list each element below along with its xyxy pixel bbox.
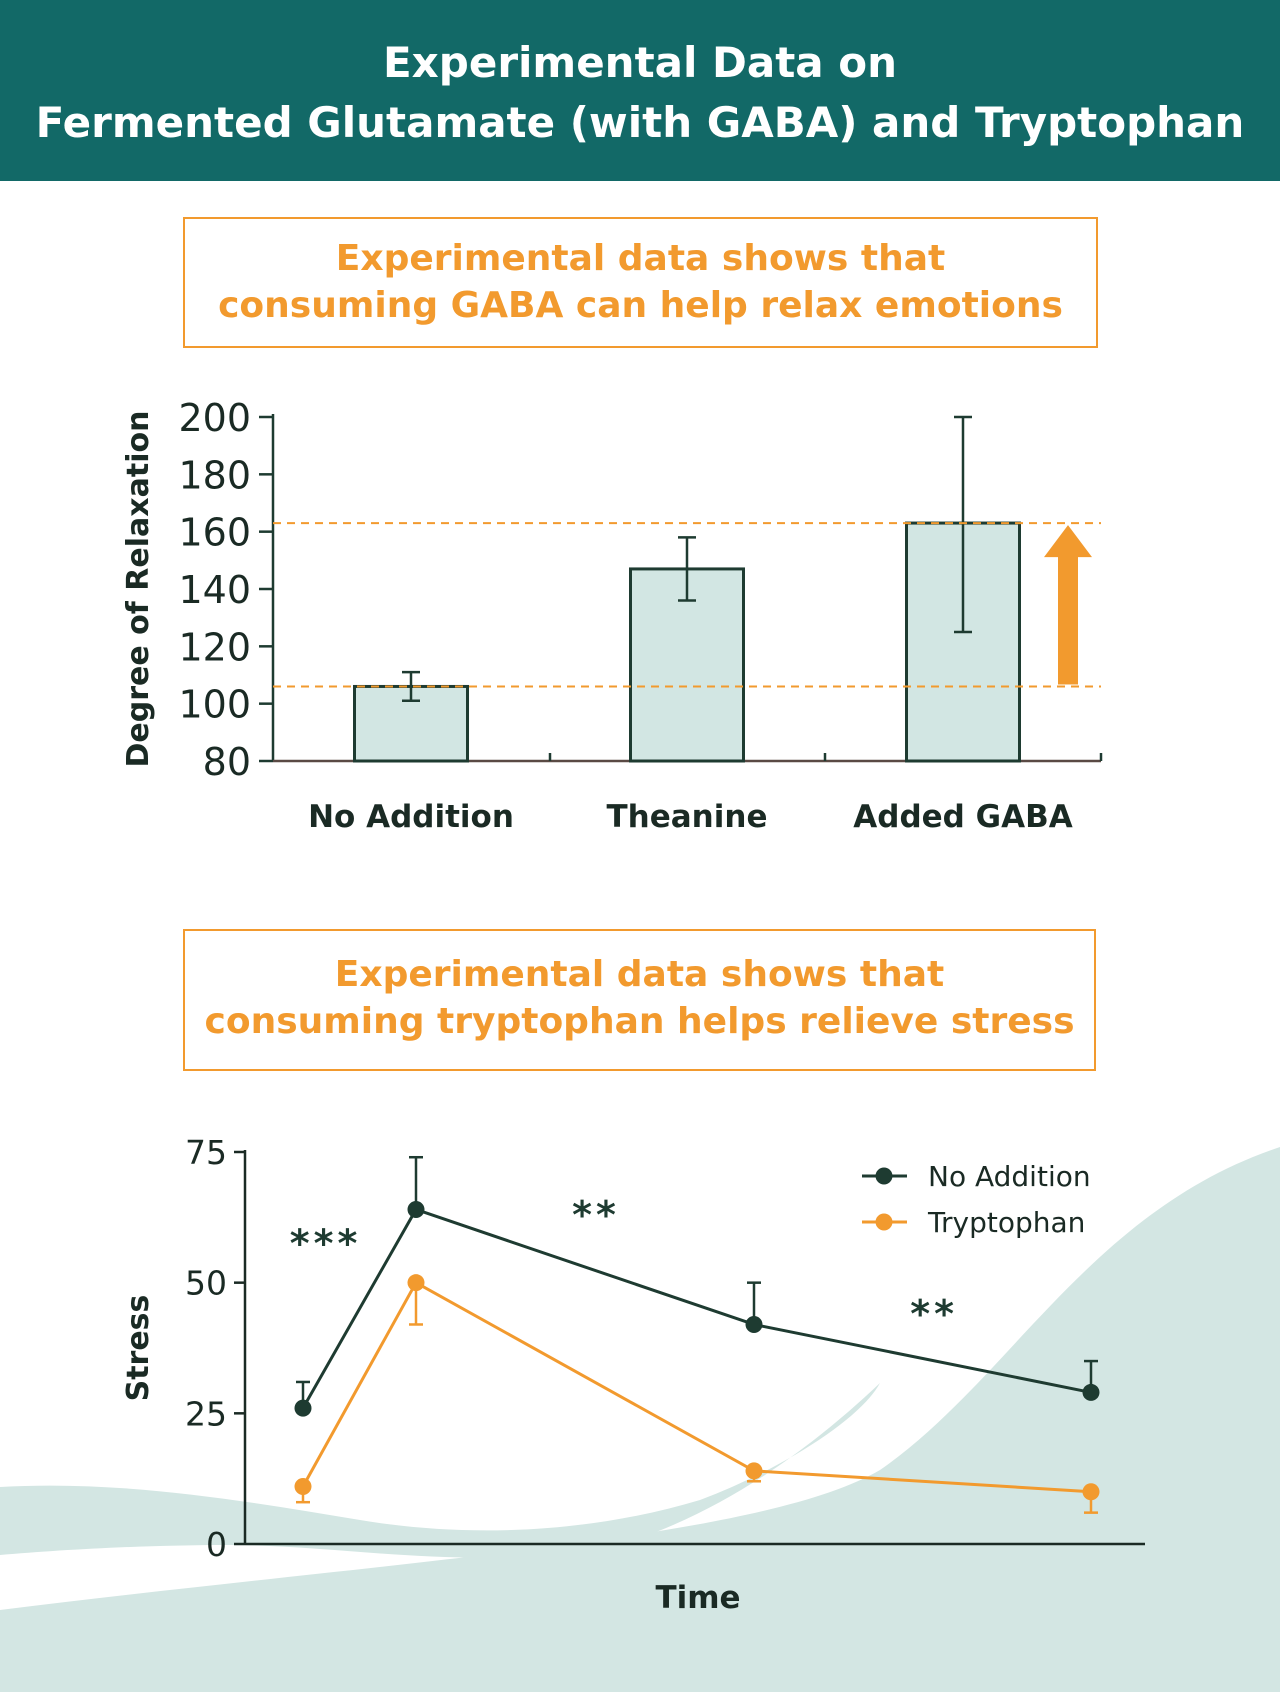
category-label-theanine: Theanine	[607, 799, 768, 835]
page-title-line2: Fermented Glutamate (with GABA) and Tryp…	[35, 98, 1245, 147]
y-tick-label-120: 120	[178, 625, 251, 669]
category-label-no-addition: No Addition	[308, 799, 514, 835]
data-point-no-addition	[1082, 1383, 1100, 1401]
y-tick-label-180: 180	[178, 453, 251, 497]
significance-marker-1: ***	[290, 1222, 362, 1266]
y-tick-label-25: 25	[185, 1394, 227, 1433]
y-tick-label-140: 140	[178, 568, 251, 612]
header-banner: Experimental Data on Fermented Glutamate…	[0, 0, 1280, 181]
y-tick-label-200: 200	[178, 396, 251, 440]
relaxation-bar-chart: 80 100 120 140 160 180 200 No Addition Theanine A…	[121, 396, 1103, 835]
significance-marker-3: **	[910, 1292, 958, 1336]
y-tick-label-75: 75	[185, 1133, 227, 1172]
y-axis-title: Degree of Relaxation	[121, 411, 156, 768]
data-point-tryptophan	[407, 1274, 425, 1292]
up-arrow-head	[1044, 525, 1092, 558]
series-line-no-addition	[301, 1207, 1092, 1409]
y-tick-label-50: 50	[185, 1264, 227, 1303]
wave-shape-left	[0, 1383, 880, 1558]
wave-shape-right	[0, 1147, 1280, 1692]
gaba-callout-line2: consuming GABA can help relax emotions	[218, 285, 1063, 326]
y-tick-label-80: 80	[203, 740, 251, 784]
significance-marker-2: **	[572, 1193, 620, 1237]
legend-label-no-addition: No Addition	[928, 1160, 1091, 1193]
data-point-no-addition	[407, 1200, 425, 1218]
page-title-line1: Experimental Data on	[382, 38, 898, 87]
x-axis-title: Time	[655, 1580, 740, 1616]
y-tick-label-100: 100	[178, 683, 251, 727]
legend-label-tryptophan: Tryptophan	[927, 1206, 1085, 1239]
data-point-tryptophan	[1082, 1483, 1100, 1501]
y-tick-label-0: 0	[206, 1525, 227, 1564]
data-point-tryptophan	[745, 1462, 763, 1480]
category-label-added-gaba: Added GABA	[853, 799, 1072, 835]
gaba-callout-line1: Experimental data shows that	[335, 238, 946, 279]
legend-swatch-dot-no-addition	[875, 1167, 893, 1185]
y-tick-label-160: 160	[178, 511, 251, 555]
tryptophan-callout-box: Experimental data shows that consuming t…	[183, 929, 1096, 1071]
data-point-tryptophan	[294, 1478, 312, 1496]
tryptophan-callout-line1: Experimental data shows that	[334, 954, 945, 995]
data-point-no-addition	[745, 1315, 763, 1333]
up-arrow-shaft	[1058, 555, 1078, 685]
gaba-callout-box: Experimental data shows that consuming G…	[183, 217, 1098, 348]
legend-swatch-dot-tryptophan	[875, 1213, 893, 1231]
tryptophan-callout-line2: consuming tryptophan helps relieve stres…	[204, 1001, 1075, 1042]
y-axis-title: Stress	[121, 1295, 156, 1402]
series-line-tryptophan	[301, 1280, 1092, 1494]
data-point-no-addition	[294, 1399, 312, 1417]
